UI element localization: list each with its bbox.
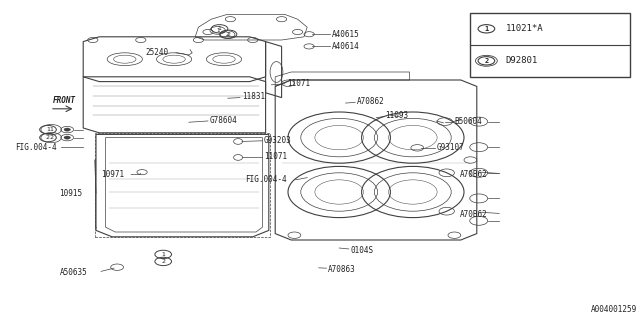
Text: 2: 2 xyxy=(49,135,53,140)
Text: B50604: B50604 xyxy=(454,117,482,126)
Text: FRONT: FRONT xyxy=(52,96,76,105)
Text: 1: 1 xyxy=(216,28,220,33)
Text: 11071: 11071 xyxy=(287,79,310,88)
Text: 1: 1 xyxy=(161,252,165,257)
Text: 1: 1 xyxy=(49,127,53,132)
Text: 1: 1 xyxy=(46,127,50,132)
Text: FIG.004-4: FIG.004-4 xyxy=(15,143,56,152)
Text: 2: 2 xyxy=(46,135,50,140)
Text: A004001259: A004001259 xyxy=(591,305,637,314)
Text: 2: 2 xyxy=(227,32,230,37)
Text: G78604: G78604 xyxy=(210,116,237,124)
Text: 11831: 11831 xyxy=(242,92,265,101)
Text: A70862: A70862 xyxy=(357,97,385,106)
Text: 1: 1 xyxy=(218,26,221,31)
Text: G93107: G93107 xyxy=(436,143,464,152)
Text: 2: 2 xyxy=(161,259,165,264)
Text: 11021*A: 11021*A xyxy=(506,24,543,33)
Text: 11093: 11093 xyxy=(385,111,408,120)
Text: 10915: 10915 xyxy=(60,189,83,198)
Text: 1: 1 xyxy=(484,26,488,32)
Text: A40614: A40614 xyxy=(332,42,359,51)
Circle shape xyxy=(64,128,70,131)
Text: A40615: A40615 xyxy=(332,30,359,39)
Text: A70863: A70863 xyxy=(328,265,355,274)
Text: A50635: A50635 xyxy=(60,268,87,277)
Text: 10971: 10971 xyxy=(101,170,124,179)
Text: 25240: 25240 xyxy=(146,48,169,57)
Text: 11071: 11071 xyxy=(264,152,287,161)
Bar xyxy=(470,13,630,77)
Text: 2: 2 xyxy=(225,32,229,37)
Text: 0104S: 0104S xyxy=(350,246,373,255)
Text: A70B62: A70B62 xyxy=(460,210,487,219)
Text: D92801: D92801 xyxy=(506,56,538,65)
Text: FIG.004-4: FIG.004-4 xyxy=(245,175,287,184)
Text: 2: 2 xyxy=(484,58,488,64)
Text: G93203: G93203 xyxy=(264,136,291,145)
Circle shape xyxy=(64,136,70,139)
Text: A70B62: A70B62 xyxy=(460,170,487,179)
